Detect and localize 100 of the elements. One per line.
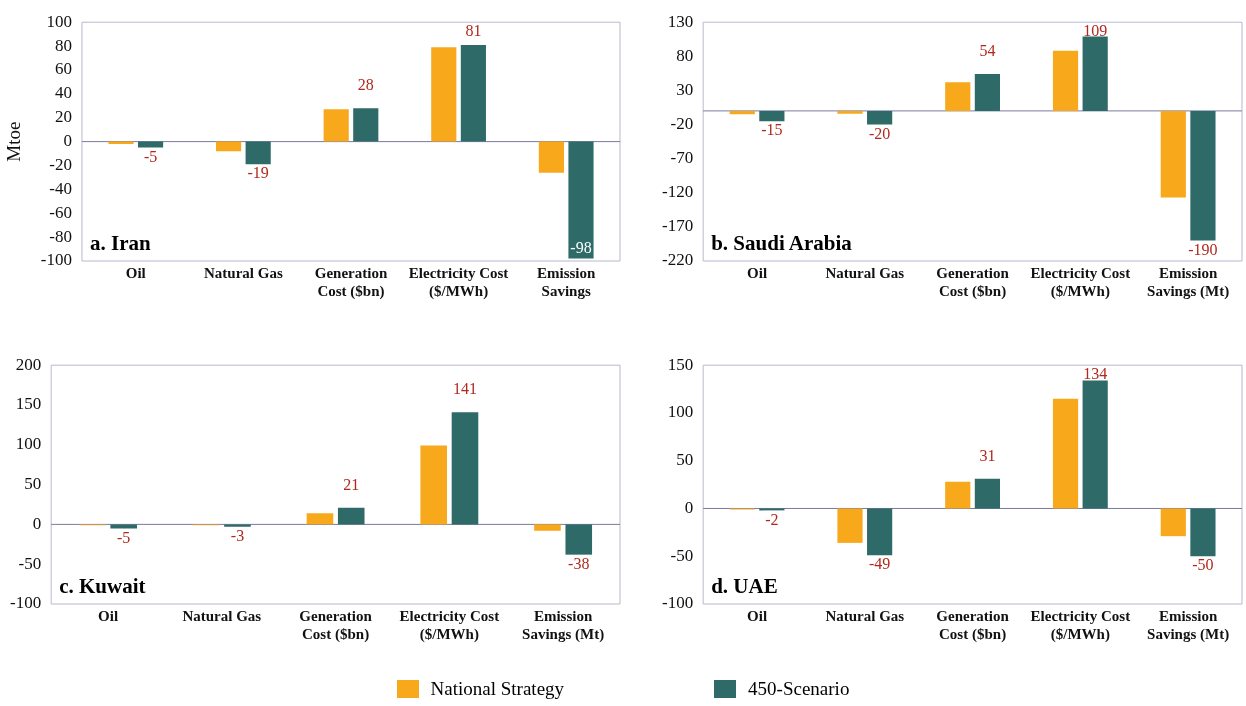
y-tick-label: 0 [32, 513, 42, 533]
y-tick-label: -70 [670, 148, 694, 168]
x-tick-label: Electricity Cost ($/MWh) [408, 264, 509, 300]
x-tick-label: Oil [747, 264, 768, 281]
y-tick-label: 50 [24, 474, 42, 494]
bar [323, 109, 349, 142]
data-label: -2 [765, 510, 779, 528]
y-tick-label: -120 [661, 182, 694, 202]
x-tick-label: Emission Savings (Mt) [1147, 607, 1230, 643]
bar [945, 82, 971, 111]
y-tick-label: -170 [661, 216, 694, 236]
x-tick-label: Generation Cost ($bn) [936, 607, 1010, 643]
y-tick-label: -100 [661, 593, 694, 613]
x-tick-label: Generation Cost ($bn) [314, 264, 388, 300]
bar [1160, 110, 1186, 198]
y-tick-label: 200 [15, 354, 42, 374]
data-label: -3 [230, 526, 245, 544]
legend-label: National Strategy [430, 678, 565, 700]
bar [353, 108, 379, 142]
bar [534, 524, 561, 531]
y-tick-label: -50 [18, 553, 42, 573]
y-axis-title: Mtoe [3, 121, 25, 162]
bar [137, 141, 164, 148]
y-tick-label: -80 [49, 226, 72, 246]
x-tick-label: Natural Gas [182, 607, 262, 624]
y-tick-label: 0 [63, 131, 72, 151]
bar [224, 524, 251, 527]
bar [245, 141, 271, 165]
bar [1160, 508, 1186, 537]
data-label: -50 [1192, 556, 1214, 574]
bar [460, 44, 486, 142]
y-tick-label: -20 [49, 154, 72, 174]
bar [974, 74, 1000, 111]
y-tick-label: 100 [667, 402, 694, 422]
data-label: -19 [247, 164, 269, 182]
data-label: -49 [868, 555, 891, 573]
bar [451, 412, 479, 525]
bar [867, 508, 893, 556]
y-tick-label: -50 [670, 545, 694, 565]
x-tick-label: Electricity Cost ($/MWh) [1030, 607, 1131, 643]
y-tick-label: 0 [684, 497, 694, 517]
bar [837, 508, 863, 543]
bar [1082, 36, 1108, 111]
bar [974, 478, 1000, 509]
bar [565, 524, 593, 555]
data-label: 54 [979, 42, 996, 60]
bar [1082, 380, 1108, 509]
data-label: -190 [1188, 240, 1218, 258]
y-tick-label: 60 [54, 59, 72, 79]
y-tick-label: -60 [49, 202, 72, 222]
x-tick-label: Generation Cost ($bn) [936, 264, 1010, 300]
bar [1052, 398, 1079, 509]
y-tick-label: 30 [676, 79, 694, 99]
legend-label: 450-Scenario [748, 678, 850, 700]
bar [110, 524, 137, 529]
bar [1190, 110, 1216, 241]
x-tick-label: Oil [125, 264, 146, 281]
x-tick-label: Emission Savings (Mt) [522, 607, 605, 643]
text: b. Saudi Arabia [711, 230, 853, 255]
data-label: -15 [761, 121, 783, 139]
x-tick-label: Electricity Cost ($/MWh) [1030, 264, 1131, 300]
x-tick-label: Oil [747, 607, 768, 624]
y-tick-label: 150 [667, 354, 694, 374]
x-tick-label: Electricity Cost ($/MWh) [399, 607, 500, 643]
bar [538, 141, 564, 173]
data-label: -98 [570, 238, 592, 256]
data-label: 81 [465, 22, 482, 40]
x-tick-label: Emission Savings (Mt) [1147, 264, 1230, 300]
text: d. UAE [711, 573, 778, 598]
bar [306, 513, 334, 525]
data-label: 31 [979, 447, 996, 465]
data-label: -5 [117, 528, 131, 546]
data-label: -20 [868, 124, 891, 142]
data-label: -38 [568, 554, 590, 572]
data-label: -5 [143, 147, 158, 165]
bar [420, 445, 447, 525]
bar [216, 141, 242, 152]
bar [568, 141, 594, 259]
bar [759, 110, 785, 122]
data-label: 109 [1083, 22, 1108, 40]
y-tick-label: -100 [9, 593, 42, 613]
x-tick-label: Emission Savings [537, 264, 597, 299]
bar [431, 47, 457, 142]
text: c. Kuwait [59, 573, 146, 598]
y-tick-label: 80 [54, 35, 72, 55]
data-label: 28 [357, 76, 374, 94]
data-label: 134 [1083, 365, 1108, 383]
y-tick-label: 40 [54, 83, 72, 103]
y-tick-label: 80 [676, 45, 694, 65]
bar [867, 110, 893, 125]
bar [1190, 508, 1216, 557]
y-tick-label: 50 [676, 450, 694, 470]
x-tick-label: Natural Gas [204, 264, 283, 281]
y-tick-label: -100 [40, 250, 72, 270]
y-tick-label: 100 [46, 11, 72, 31]
x-tick-label: Oil [98, 607, 119, 624]
y-tick-label: 20 [54, 107, 72, 127]
bar [837, 110, 863, 114]
y-tick-label: 150 [15, 394, 42, 414]
y-tick-label: 130 [667, 11, 694, 31]
